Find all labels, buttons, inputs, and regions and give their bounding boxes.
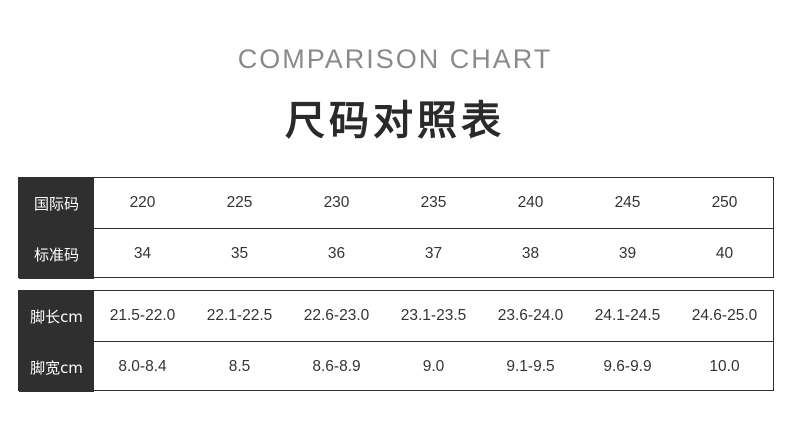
table-cell: 250 [711,194,738,211]
table-cell: 220 [129,194,156,211]
table-row-foot-length: 脚长cm 21.5-22.0 22.1-22.5 22.6-23.0 23.1-… [19,291,773,341]
row-header-foot-length: 脚长cm [19,291,94,341]
table-cell: 37 [424,245,443,262]
table-cell: 8.0-8.4 [118,358,167,375]
row-header-foot-width: 脚宽cm [19,342,94,392]
table-cell: 235 [420,194,447,211]
table-cell: 9.6-9.9 [603,358,652,375]
size-code-table: 国际码 220 225 230 235 240 245 250 标准码 34 3… [18,177,774,279]
table-cell: 22.6-23.0 [303,307,370,324]
table-cell: 40 [715,245,734,262]
table-row-foot-width: 脚宽cm 8.0-8.4 8.5 8.6-8.9 9.0 9.1-9.5 9.6… [19,341,773,392]
table-cell: 39 [618,245,637,262]
row-header-international-size: 国际码 [19,178,94,228]
table-cell: 34 [133,245,152,262]
table-cell: 8.5 [228,358,251,375]
table-cell: 21.5-22.0 [109,307,176,324]
table-cell: 240 [517,194,544,211]
foot-measure-table: 脚长cm 21.5-22.0 22.1-22.5 22.6-23.0 23.1-… [18,290,774,392]
table-cell: 9.0 [422,358,445,375]
table-row-standard-size: 标准码 34 35 36 37 38 39 40 [19,228,773,279]
table-cell: 10.0 [709,358,740,375]
table-cell: 8.6-8.9 [312,358,361,375]
table-cell: 22.1-22.5 [206,307,273,324]
row-header-standard-size: 标准码 [19,229,94,279]
table-cell: 38 [521,245,540,262]
table-cell: 35 [230,245,249,262]
page-title: 尺码对照表 [285,98,505,144]
table-cell: 230 [323,194,350,211]
table-cell: 24.1-24.5 [594,307,661,324]
table-cell: 9.1-9.5 [506,358,555,375]
table-cell: 225 [226,194,253,211]
table-cell: 245 [614,194,641,211]
table-row-international-size: 国际码 220 225 230 235 240 245 250 [19,178,773,228]
table-cell: 23.1-23.5 [400,307,467,324]
table-cell: 36 [327,245,346,262]
table-cell: 24.6-25.0 [691,307,758,324]
table-cell: 23.6-24.0 [497,307,564,324]
page-subtitle: COMPARISON CHART [237,44,553,74]
